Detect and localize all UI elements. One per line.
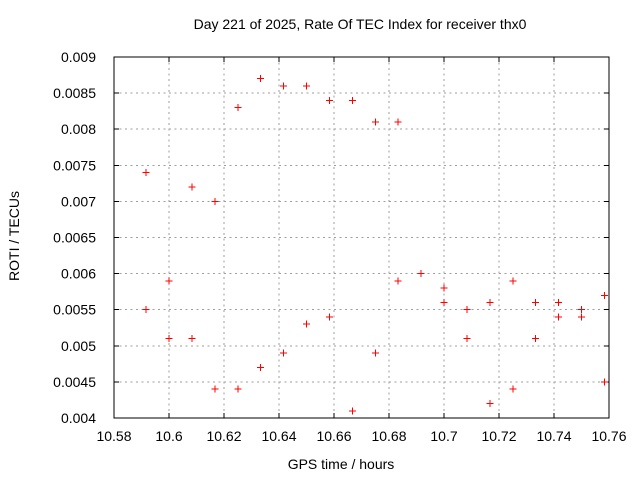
y-tick-label: 0.0055 [53,302,96,318]
y-tick-label: 0.0075 [53,157,96,173]
data-point [325,96,333,104]
data-point [257,363,265,371]
x-tick-label: 10.62 [206,428,241,444]
grid-lines [114,57,609,418]
y-tick-label: 0.009 [61,49,96,65]
data-point [463,335,471,343]
data-point [394,118,402,126]
x-axis-title: GPS time / hours [287,456,395,472]
data-point [211,197,219,205]
data-point [440,298,448,306]
y-tick-label: 0.0085 [53,85,96,101]
y-axis-title: ROTI / TECUs [6,191,22,281]
data-point [188,183,196,191]
x-tick-label: 10.68 [371,428,406,444]
data-point [578,306,585,314]
data-point [211,385,219,393]
data-point [463,306,471,314]
data-point [509,385,517,393]
data-point [555,298,563,306]
data-point [165,277,173,285]
data-point [234,104,242,112]
data-point [417,270,425,278]
data-point [532,298,540,306]
data-point [371,349,379,357]
x-tick-label: 10.66 [316,428,351,444]
data-point [257,75,265,83]
data-point [325,313,333,321]
x-tick-label: 10.76 [591,428,626,444]
data-point [165,335,173,343]
data-point [280,82,288,90]
y-tick-label: 0.0045 [53,374,96,390]
data-point [348,96,356,104]
data-point [234,385,242,393]
data-point [600,378,608,386]
data-point [348,407,356,415]
data-point [303,82,310,90]
data-point [578,313,585,321]
x-tick-label: 10.7 [430,428,457,444]
x-tick-label: 10.64 [261,428,296,444]
y-tick-label: 0.004 [61,410,96,426]
data-point [280,349,288,357]
data-point [486,400,494,408]
y-tick-label: 0.008 [61,121,96,137]
data-point [142,306,150,314]
x-tick-label: 10.72 [481,428,516,444]
data-point [486,298,494,306]
x-tick-label: 10.6 [155,428,182,444]
y-tick-label: 0.006 [61,266,96,282]
data-point [555,313,563,321]
x-tick-label: 10.74 [536,428,571,444]
y-tick-label: 0.007 [61,193,96,209]
data-point [600,291,608,299]
data-point [440,284,448,292]
y-tick-label: 0.005 [61,338,96,354]
data-point [532,335,540,343]
data-point [371,118,379,126]
data-point [303,320,310,328]
data-point [142,169,150,177]
chart-title: Day 221 of 2025, Rate Of TEC Index for r… [193,16,527,32]
data-point [188,335,196,343]
x-tick-label: 10.58 [96,428,131,444]
data-point [509,277,517,285]
y-tick-label: 0.0065 [53,230,96,246]
data-point [394,277,402,285]
